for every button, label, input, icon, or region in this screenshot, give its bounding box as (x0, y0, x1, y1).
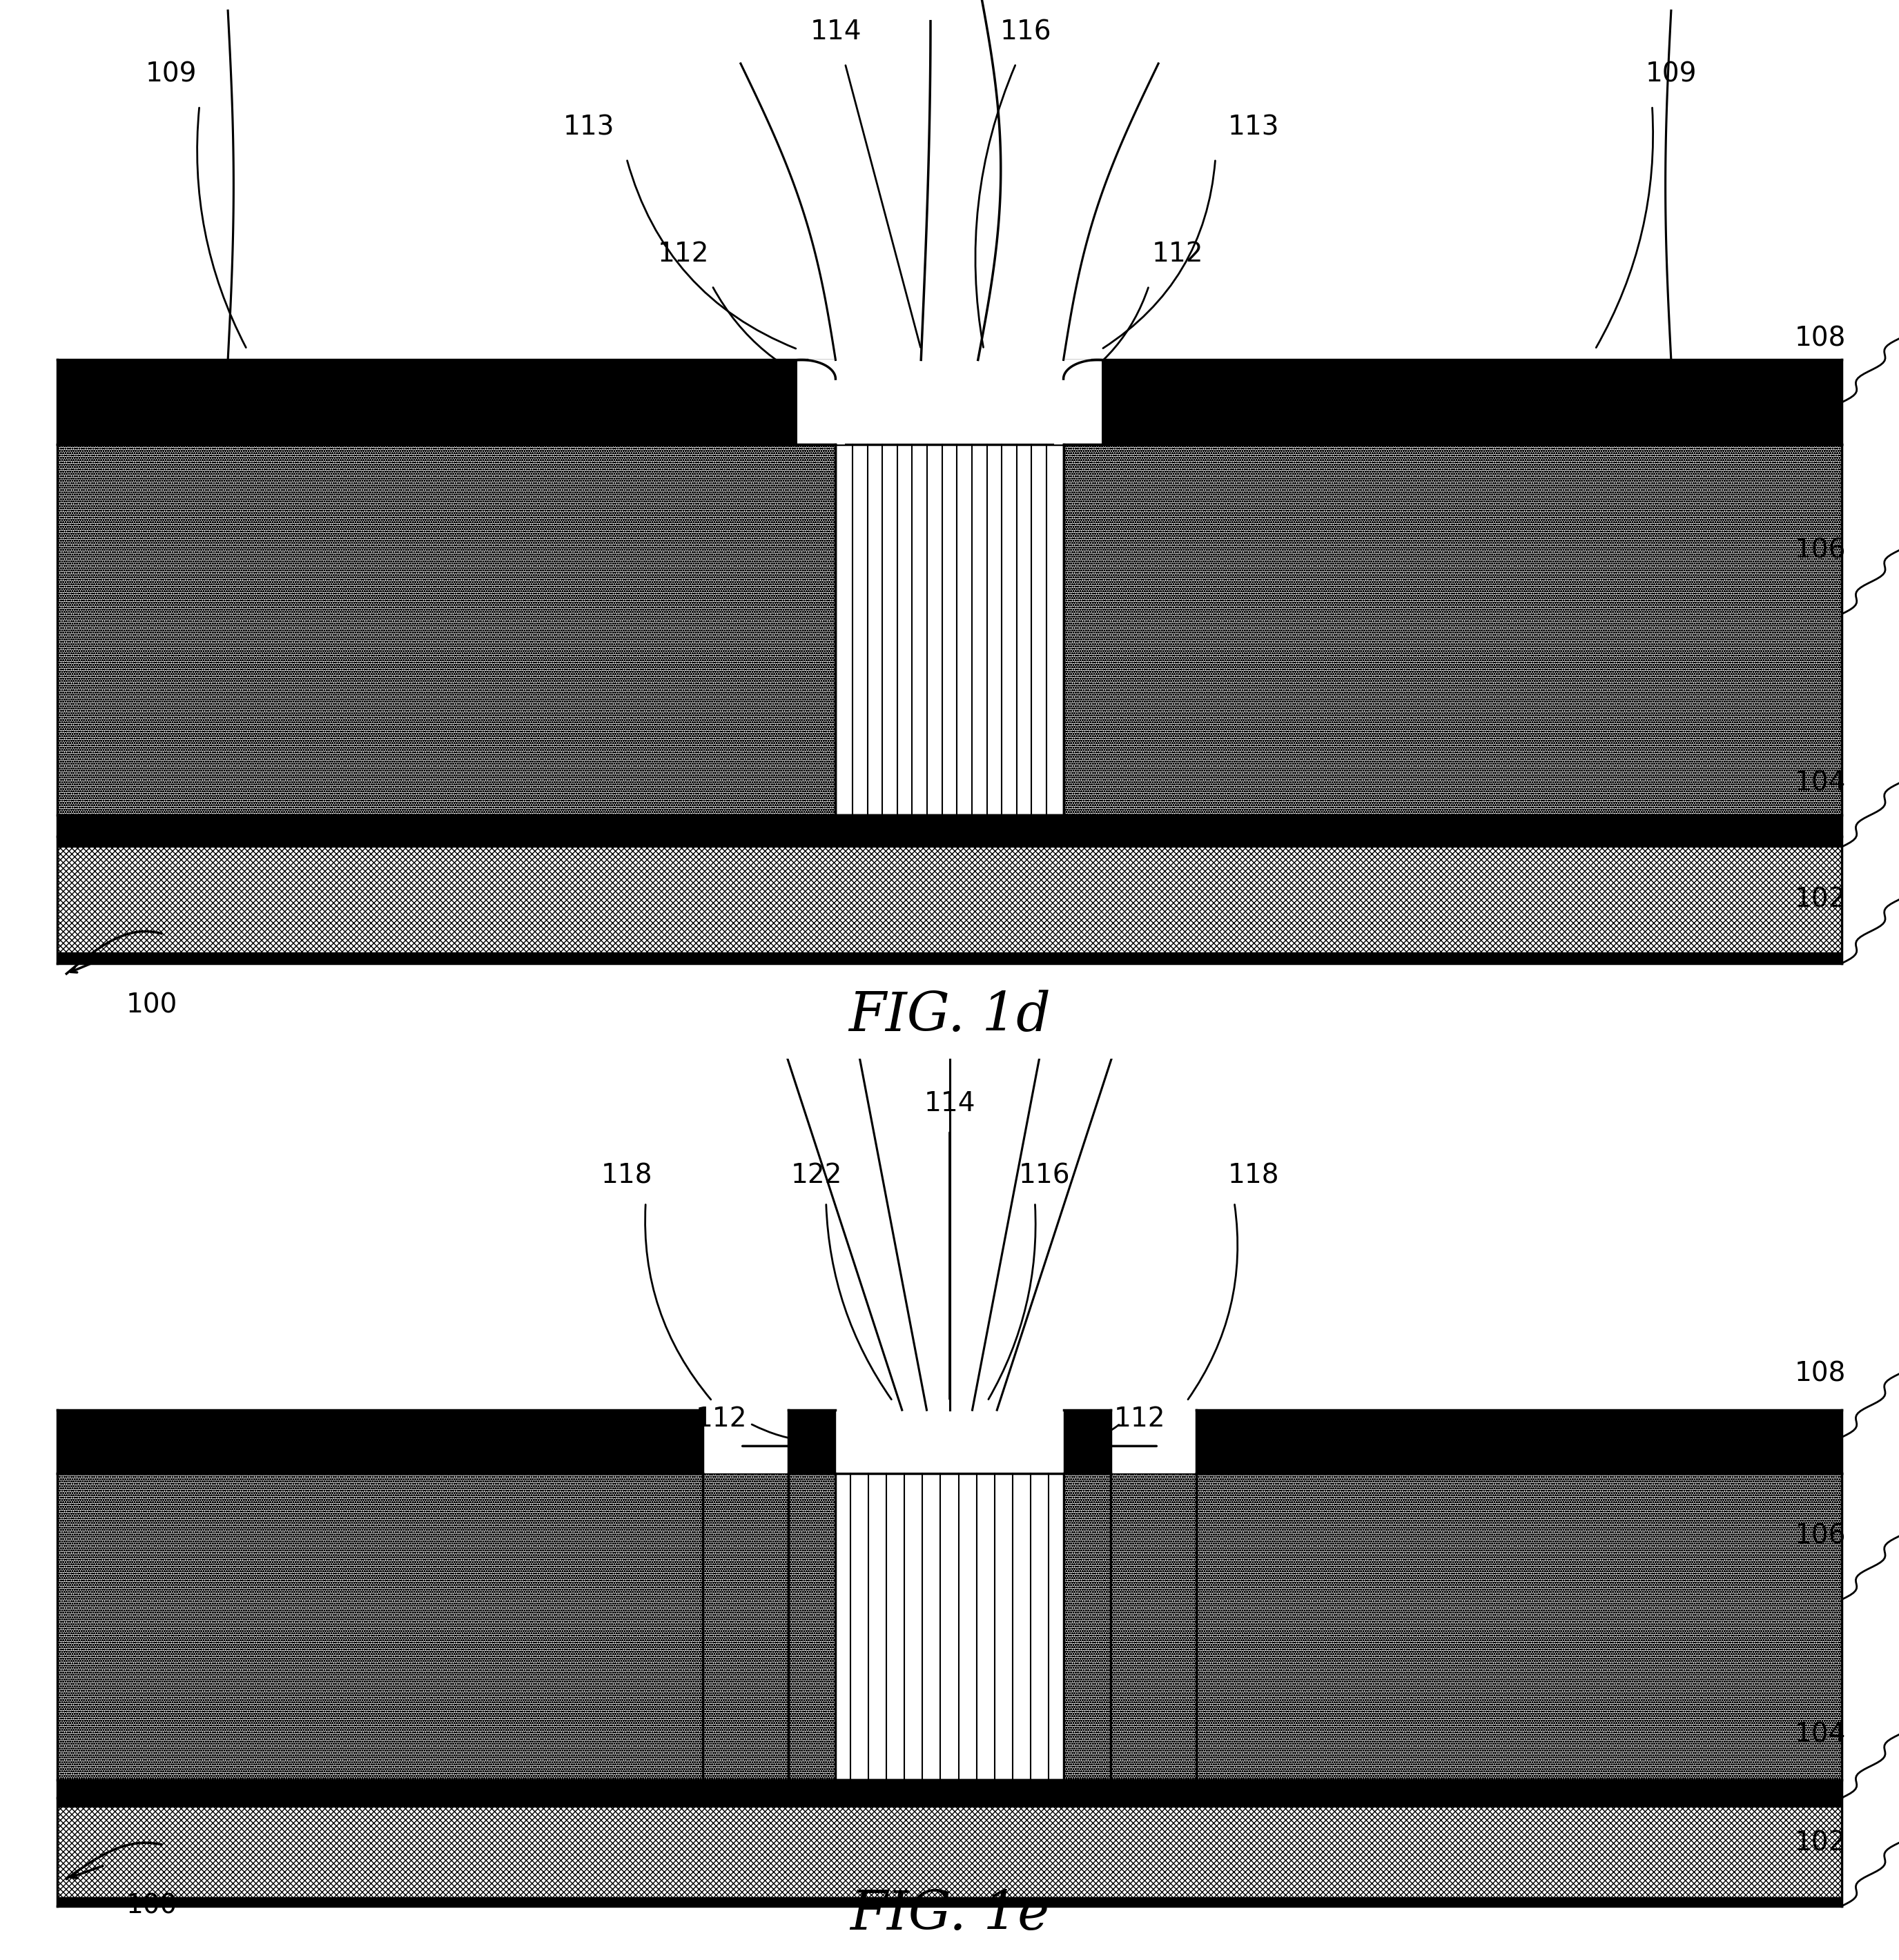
Text: FIG. 1e: FIG. 1e (849, 1889, 1050, 1940)
Text: 104: 104 (1795, 1721, 1846, 1748)
Text: 106: 106 (1795, 1523, 1846, 1548)
Bar (1063, 1409, 1111, 1474)
Bar (1063, 361, 1842, 445)
Text: 112: 112 (657, 241, 710, 267)
Bar (57, 953, 1842, 962)
Bar (57, 837, 1842, 962)
Text: 108: 108 (1795, 1360, 1846, 1388)
Bar (57, 837, 1842, 847)
Bar (1063, 445, 1842, 815)
Text: 122: 122 (790, 1162, 843, 1188)
Text: 102: 102 (1795, 1831, 1846, 1856)
Text: 104: 104 (1795, 770, 1846, 796)
Text: 118: 118 (600, 1162, 653, 1188)
Text: 118: 118 (1227, 1162, 1280, 1188)
Bar (57, 1409, 703, 1474)
Text: 108: 108 (1795, 325, 1846, 351)
Text: 112: 112 (1151, 241, 1204, 267)
Bar (57, 1474, 703, 1780)
Bar (798, 361, 845, 445)
Text: 113: 113 (1227, 114, 1280, 139)
Text: 112: 112 (1113, 1405, 1166, 1433)
Bar (703, 1474, 836, 1780)
Bar (57, 1797, 1842, 1905)
Bar (57, 1897, 1842, 1905)
Bar (1196, 1474, 1842, 1780)
Text: 114: 114 (923, 1090, 976, 1117)
Bar (57, 1797, 1842, 1807)
Bar (57, 445, 836, 815)
Bar (1054, 361, 1101, 445)
Text: 116: 116 (1018, 1162, 1071, 1188)
Text: 102: 102 (1795, 886, 1846, 913)
Text: 109: 109 (144, 61, 197, 86)
Text: 109: 109 (1645, 61, 1698, 86)
Text: 100: 100 (125, 1893, 179, 1919)
Text: 112: 112 (695, 1405, 748, 1433)
Bar (788, 1409, 836, 1474)
Text: 106: 106 (1795, 537, 1846, 563)
Bar (57, 815, 1842, 837)
Bar (57, 1780, 1842, 1797)
Text: 114: 114 (809, 20, 862, 45)
Text: 113: 113 (562, 114, 615, 139)
Bar (1196, 1409, 1842, 1474)
Text: FIG. 1d: FIG. 1d (849, 990, 1050, 1043)
Bar (57, 361, 836, 445)
Bar (836, 1474, 1063, 1780)
Bar (836, 445, 1063, 815)
Text: 116: 116 (999, 20, 1052, 45)
Bar (1063, 1474, 1196, 1780)
Text: 100: 100 (125, 992, 179, 1019)
